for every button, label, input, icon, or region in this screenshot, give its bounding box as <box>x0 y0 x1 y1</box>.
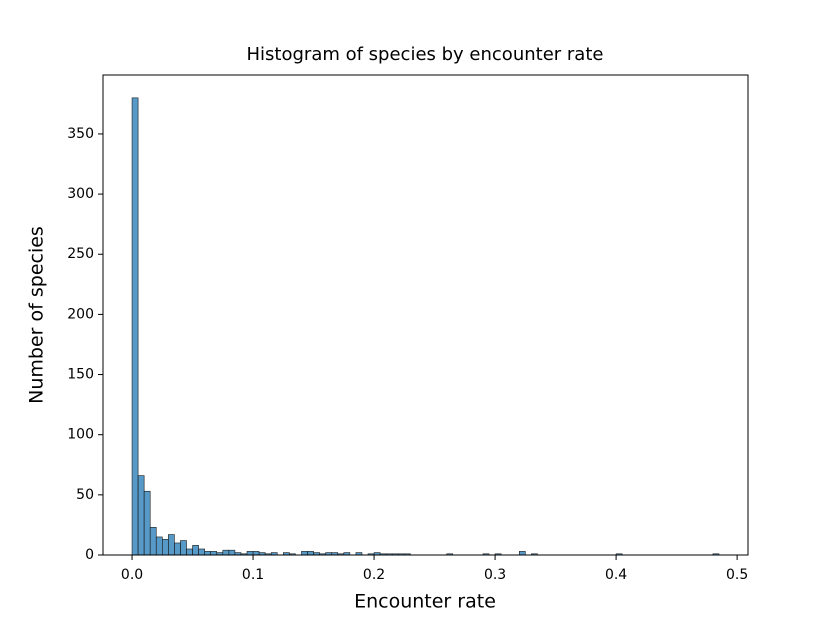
x-tick-label: 0.4 <box>605 567 627 583</box>
y-tick-label: 300 <box>67 186 94 202</box>
x-tick-label: 0.5 <box>726 567 748 583</box>
bar <box>186 548 193 556</box>
x-tick-label: 0.1 <box>242 567 264 583</box>
y-axis-label: Number of species <box>26 226 48 404</box>
bar <box>210 551 218 556</box>
x-tick-label: 0.0 <box>121 567 143 583</box>
bar <box>204 551 212 556</box>
bar <box>192 545 199 556</box>
y-tick-label: 250 <box>67 246 94 262</box>
bar <box>161 539 169 556</box>
y-tick-label: 0 <box>85 547 94 563</box>
bar <box>155 536 163 556</box>
bar <box>149 527 157 556</box>
bar <box>228 549 236 556</box>
y-tick-label: 200 <box>67 306 94 322</box>
bar <box>137 475 145 556</box>
chart-title: Histogram of species by encounter rate <box>247 44 604 65</box>
x-tick-label: 0.3 <box>484 567 506 583</box>
x-tick-label: 0.2 <box>363 567 385 583</box>
bar <box>174 542 181 556</box>
bar <box>131 97 139 556</box>
bar <box>198 548 205 556</box>
bar <box>168 534 175 556</box>
bar <box>518 551 526 556</box>
bar <box>252 551 260 556</box>
x-axis-label: Encounter rate <box>354 591 496 613</box>
bar <box>307 551 314 556</box>
bar <box>222 549 230 556</box>
y-tick-label: 50 <box>76 487 94 503</box>
bar <box>143 490 151 556</box>
plot-frame <box>102 74 749 556</box>
bar <box>246 551 254 556</box>
y-tick-label: 150 <box>67 367 94 383</box>
bar <box>301 551 308 556</box>
y-tick-label: 100 <box>67 427 94 443</box>
y-tick-label: 350 <box>67 126 94 142</box>
bar <box>180 540 187 556</box>
